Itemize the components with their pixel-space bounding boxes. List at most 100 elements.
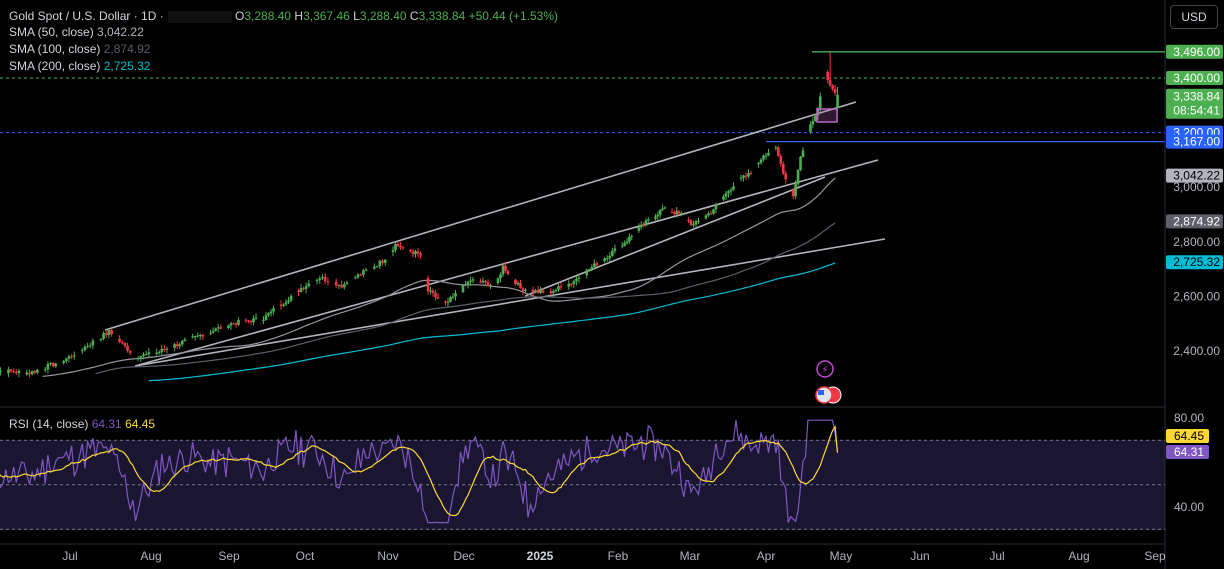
candle-body <box>144 354 148 356</box>
candle-body <box>247 320 250 322</box>
candle-body <box>142 354 145 357</box>
candle-body <box>694 221 698 225</box>
candle-body <box>704 215 708 219</box>
rsi-legend[interactable]: RSI (14, close) 64.31 64.45 <box>9 417 155 431</box>
rsi-value: 64.31 <box>91 417 122 431</box>
candle-body <box>80 350 84 352</box>
candle-body <box>799 156 802 170</box>
candle-body <box>264 315 268 320</box>
candle-body <box>193 335 197 337</box>
x-tick-label: Sep <box>1144 549 1166 563</box>
lightning-event-icon[interactable]: ⚡ <box>816 360 834 378</box>
candle-body <box>249 320 253 323</box>
candle-body <box>554 289 558 292</box>
price-tag-sma50: 3,042.22 <box>1173 169 1220 183</box>
candle-body <box>289 296 293 301</box>
candle-body <box>254 317 258 319</box>
candle-body <box>126 345 129 351</box>
candle-body <box>323 276 327 282</box>
candle-body <box>451 296 455 298</box>
candle-body <box>234 323 238 325</box>
candle-body <box>414 251 417 255</box>
candle-body <box>637 227 641 231</box>
candle-body <box>51 362 55 367</box>
candle-body <box>504 265 507 272</box>
candle-body <box>54 363 58 367</box>
candle-body <box>762 155 765 160</box>
candle-body <box>15 372 18 374</box>
candle-body <box>501 265 505 275</box>
candle-body <box>673 212 676 215</box>
last-price-tag-bg <box>1166 88 1223 119</box>
candle-body <box>454 293 457 297</box>
candle-body <box>62 360 65 364</box>
price-tag-sma200: 2,725.32 <box>1173 255 1220 269</box>
candle-body <box>818 96 822 109</box>
candle-body <box>611 250 614 256</box>
candle-body <box>399 245 402 248</box>
low-value: 3,288.40 <box>359 9 407 23</box>
symbol-title[interactable]: Gold Spot / U.S. Dollar · 1D · <box>9 9 164 23</box>
candle-body <box>391 250 395 253</box>
rsi-label: RSI (14, close) <box>9 417 89 431</box>
candle-body <box>739 177 743 179</box>
candle-body <box>120 342 124 344</box>
sma200-legend[interactable]: SMA (200, close) 2,725.32 <box>9 59 150 73</box>
candle-body <box>531 289 535 293</box>
candle-body <box>321 276 324 279</box>
candle-body <box>284 302 288 305</box>
candle-body <box>287 300 290 303</box>
candle-body <box>345 282 349 284</box>
candle-body <box>749 173 753 175</box>
candle-body <box>173 344 176 348</box>
candle-body <box>496 278 500 284</box>
sma50-legend[interactable]: SMA (50, close) 3,042.22 <box>9 25 144 39</box>
candle-body <box>469 280 472 282</box>
x-tick-label: 2025 <box>527 549 554 563</box>
price-tag-3400: 3,400.00 <box>1173 71 1220 85</box>
price-tag-3496-bg <box>1166 44 1223 59</box>
us-flag-event-icon[interactable] <box>815 386 842 404</box>
candle-body <box>603 258 606 262</box>
candle-body <box>25 372 29 375</box>
candle-body <box>211 330 215 333</box>
candle-body <box>663 207 667 209</box>
candle-body <box>524 289 527 292</box>
candle-body <box>757 162 760 164</box>
candle-body <box>65 358 68 361</box>
candle-body <box>479 281 482 283</box>
highlight-box[interactable] <box>816 108 838 123</box>
candle-body <box>567 283 571 287</box>
rsi-y-tick-label: 80.00 <box>1174 411 1204 425</box>
candle-body <box>552 291 555 294</box>
open-value: 3,288.40 <box>244 9 292 23</box>
candle-body <box>777 147 780 156</box>
x-tick-label: Mar <box>680 549 701 563</box>
candle-body <box>0 371 2 373</box>
candle-body <box>593 263 596 267</box>
candle-body <box>590 266 594 270</box>
rsi-y-tick-label: 40.00 <box>1174 500 1204 514</box>
candle-body <box>570 283 573 285</box>
candle-body <box>17 370 21 373</box>
candle-body <box>620 245 624 247</box>
candle-body <box>549 290 553 294</box>
x-tick-label: May <box>830 549 853 563</box>
candle-body <box>118 338 121 343</box>
candle-body <box>625 241 629 244</box>
high-key: H <box>294 9 304 23</box>
candle-body <box>315 280 319 282</box>
candle-body <box>675 211 679 215</box>
candle-body <box>123 342 127 346</box>
currency-button[interactable]: USD <box>1170 5 1218 29</box>
sma200-value: 2,725.32 <box>103 59 151 73</box>
candle-body <box>262 319 265 321</box>
sma100-legend[interactable]: SMA (100, close) 2,874.92 <box>9 42 150 56</box>
candle-body <box>434 292 437 298</box>
candle-body <box>396 244 400 246</box>
candle-body <box>343 283 346 288</box>
trendline-lower-channel <box>134 159 879 367</box>
candle-body <box>514 279 517 285</box>
candle-body <box>608 255 612 259</box>
